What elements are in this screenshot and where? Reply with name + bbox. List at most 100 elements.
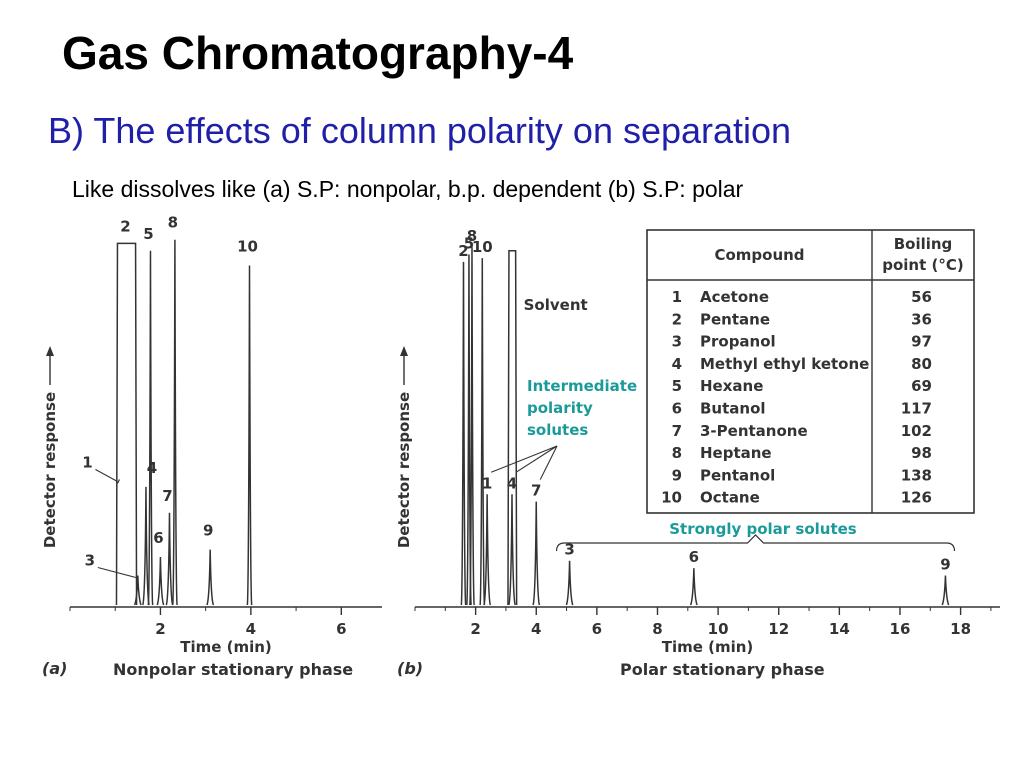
peak-label: 10 [472,238,493,256]
slide-subtitle: B) The effects of column polarity on sep… [48,110,792,151]
x-tick-label: 8 [652,620,662,638]
table-frame [646,229,975,514]
table-cell-compound: Heptane [700,444,772,462]
x-tick-label: 18 [950,620,971,638]
solvent-label: Solvent [524,296,588,314]
y-axis-arrow-head [46,346,54,356]
intermediate-leader [490,445,558,473]
table-cell-number: 7 [672,422,682,440]
peak [133,575,142,606]
peak-label: 3 [564,541,574,559]
table-cell-compound: Hexane [700,377,763,395]
table-cell-boiling-point: 117 [901,400,932,418]
peak-shoulder [116,479,121,484]
peak-label: 8 [168,214,178,232]
panel-caption: Polar stationary phase [620,660,825,679]
peak-label: 9 [203,522,213,540]
x-tick-label: 10 [708,620,729,638]
x-tick-label: 4 [246,620,256,638]
table-cell-number: 1 [672,288,682,306]
peak [115,242,138,606]
peak [483,494,492,606]
table-cell-number: 8 [672,444,682,462]
intermediate-leader [539,445,558,480]
table-cell-boiling-point: 69 [911,377,932,395]
table-cell-boiling-point: 97 [911,333,932,351]
x-tick-label: 4 [531,620,541,638]
peak [532,501,541,606]
table-cell-boiling-point: 126 [901,489,932,507]
table-cell-compound: Acetone [700,288,769,306]
y-axis-label: Detector response [41,392,59,548]
intermediate-leader [515,445,558,473]
peak-label: 4 [147,459,157,477]
peak [246,265,253,606]
peak-label: 2 [458,242,468,260]
table-cell-compound: Octane [700,489,760,507]
slide-note: Like dissolves like (a) S.P: nonpolar, b… [72,176,744,202]
table-cell-boiling-point: 80 [911,355,932,373]
peak [206,549,215,606]
table-cell-boiling-point: 56 [911,288,932,306]
table-cell-number: 5 [672,377,682,395]
y-axis-label: Detector response [395,392,413,548]
peak-label-leader [97,566,136,579]
peak-label: 7 [531,482,541,500]
x-tick-label: 2 [470,620,480,638]
peak [156,557,165,606]
table-cell-compound: Methyl ethyl ketone [700,355,869,373]
peak [165,512,174,606]
table-header-boiling-point: Boiling [894,235,953,253]
peak-label: 7 [162,487,172,505]
intermediate-solutes-label: solutes [527,421,588,439]
peak [460,261,467,606]
peak-label: 6 [153,529,163,547]
x-tick-label: 16 [890,620,911,638]
peak-label: 5 [464,234,474,252]
peak [507,250,518,606]
peak [479,258,486,606]
intermediate-solutes-label: polarity [527,399,593,417]
slide-title: Gas Chromatography-4 [62,27,574,79]
y-axis-arrow-head [400,346,408,356]
peak [147,250,154,606]
table-cell-boiling-point: 98 [911,444,932,462]
table-cell-compound: Pentanol [700,466,775,484]
x-axis-label: Time (min) [662,638,754,656]
table-header-compound: Compound [714,246,804,264]
strongly-polar-bracket [555,534,956,552]
table-cell-boiling-point: 138 [901,466,932,484]
table-cell-compound: Butanol [700,400,766,418]
strongly-polar-label: Strongly polar solutes [669,520,857,538]
table-cell-boiling-point: 36 [911,310,932,328]
table-cell-number: 4 [672,355,682,373]
peak-label: 8 [467,227,477,245]
peak [171,239,178,606]
x-tick-label: 12 [768,620,789,638]
peak [565,560,574,606]
peak-label: 4 [507,474,517,492]
peak [508,494,516,606]
chromatogram-panel-a: 2 4 6 Time (min) (a) Nonpolar stationary phas… [41,214,382,679]
table-cell-number: 2 [672,310,682,328]
peak-label: 1 [482,474,492,492]
table-cell-number: 6 [672,400,682,418]
table-cell-number: 9 [672,466,682,484]
table-cell-number: 3 [672,333,682,351]
peak [941,575,950,606]
panel-label: (a) [42,659,67,678]
table-header-boiling-point: point (°C) [882,256,963,274]
panel-caption: Nonpolar stationary phase [113,660,353,679]
peak-label: 6 [689,548,699,566]
table-cell-compound: Propanol [700,333,776,351]
peak-label: 1 [82,454,92,472]
peak-label: 2 [120,217,130,235]
x-tick-label: 6 [592,620,602,638]
table-cell-compound: 3-Pentanone [700,422,808,440]
peak-label: 3 [85,551,95,569]
peak-label: 9 [940,555,950,573]
table-cell-number: 10 [661,489,682,507]
